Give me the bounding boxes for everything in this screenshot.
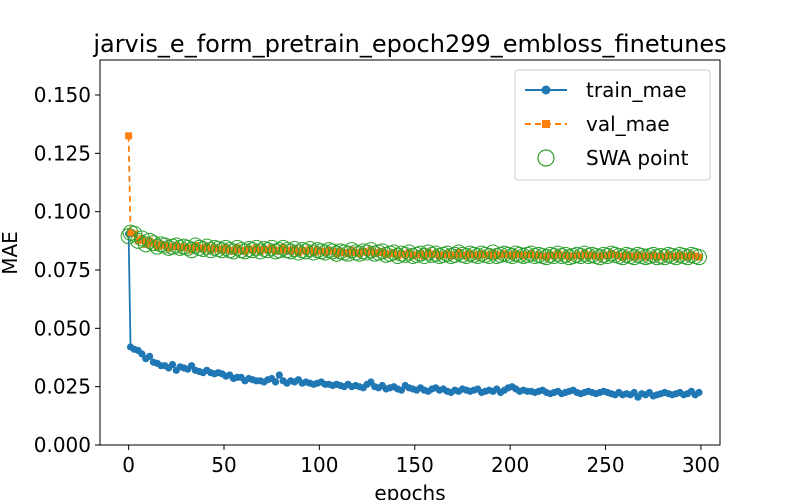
y-tick-label: 0.125 [34,141,91,165]
x-tick-label: 0 [122,453,135,477]
data-point-val-mae [455,249,463,256]
y-tick-label: 0.025 [34,375,91,399]
x-tick-label: 150 [396,453,434,477]
data-point-swa-point [679,249,696,266]
data-point-train-mae [168,360,177,369]
data-point-swa-point [275,239,292,256]
data-point-swa-point [576,245,593,262]
legend-swa-marker [537,149,555,167]
data-point-swa-point [401,244,418,261]
x-tick-label: 200 [491,453,529,477]
y-tick-label: 0.000 [34,433,91,457]
data-point-train-mae [695,388,703,397]
series-layer [120,132,708,401]
y-tick-label: 0.150 [34,83,91,107]
data-point-swa-point [591,249,608,266]
data-point-swa-point [427,245,444,262]
data-point-swa-point [130,232,147,249]
data-point-swa-point [458,248,475,264]
data-point-swa-point [214,242,231,259]
data-point-swa-point [133,230,150,247]
data-point-swa-point [523,245,540,262]
data-point-swa-point [668,249,685,266]
data-point-swa-point [202,242,219,259]
data-point-swa-point [484,244,501,261]
x-tick-label: 50 [211,453,236,477]
data-point-train-mae [275,371,283,379]
data-point-swa-point [305,244,322,261]
data-point-swa-point [656,249,673,266]
data-point-swa-point [229,239,246,256]
chart-title: jarvis_e_form_pretrain_epoch299_embloss_… [92,30,726,58]
data-point-swa-point [374,243,391,260]
data-point-swa-point [324,243,341,260]
y-tick-label: 0.050 [34,316,91,340]
data-point-swa-point [469,248,486,264]
y-axis: 0.000 0.025 0.050 0.075 0.100 0.125 0.150 [34,83,100,457]
x-tick-label: 300 [682,453,720,477]
data-point-swa-point [362,242,379,259]
data-point-swa-point [420,244,437,261]
legend-train-marker [541,85,551,95]
data-point-swa-point [691,249,708,266]
plot-frame [99,59,721,446]
x-axis-label: epochs [374,481,445,500]
x-tick-label: 250 [586,453,624,477]
data-point-swa-point [168,237,185,254]
legend-box [514,69,711,181]
data-point-swa-point [343,242,360,259]
data-point-swa-point [156,237,173,254]
data-point-swa-point [225,243,242,260]
legend-label-train-mae: train_mae [586,78,687,102]
data-point-swa-point [217,239,234,256]
data-point-val-mae [279,244,287,252]
data-point-swa-point [183,242,200,259]
data-point-swa-point [450,244,467,261]
data-point-val-mae [125,132,133,140]
data-point-swa-point [145,235,162,252]
series-swa-point [120,224,708,266]
data-point-swa-point [198,238,215,255]
data-point-swa-point [301,241,318,257]
data-point-swa-point [328,245,345,262]
legend-val-marker [542,120,550,128]
y-tick-label: 0.100 [34,200,91,224]
data-point-swa-point [614,249,631,266]
series-train-mae [125,230,703,401]
x-axis: 0 50 100 150 200 250 300 [122,445,720,477]
data-point-train-mae [271,378,280,386]
y-axis-label: MAE [0,231,22,275]
legend-label-swa-point: SWA point [586,146,689,170]
data-point-swa-point [263,239,280,256]
legend: train_mae val_mae SWA point [514,69,711,181]
data-point-train-mae [146,352,154,360]
data-point-val-mae [127,229,135,237]
data-point-swa-point [259,242,276,259]
legend-label-val-mae: val_mae [586,112,670,136]
y-tick-label: 0.075 [34,258,91,282]
data-point-swa-point [187,237,204,254]
data-point-swa-point [549,245,566,262]
data-point-swa-point [481,248,498,264]
data-point-swa-point [340,245,356,262]
x-tick-label: 100 [300,453,338,477]
